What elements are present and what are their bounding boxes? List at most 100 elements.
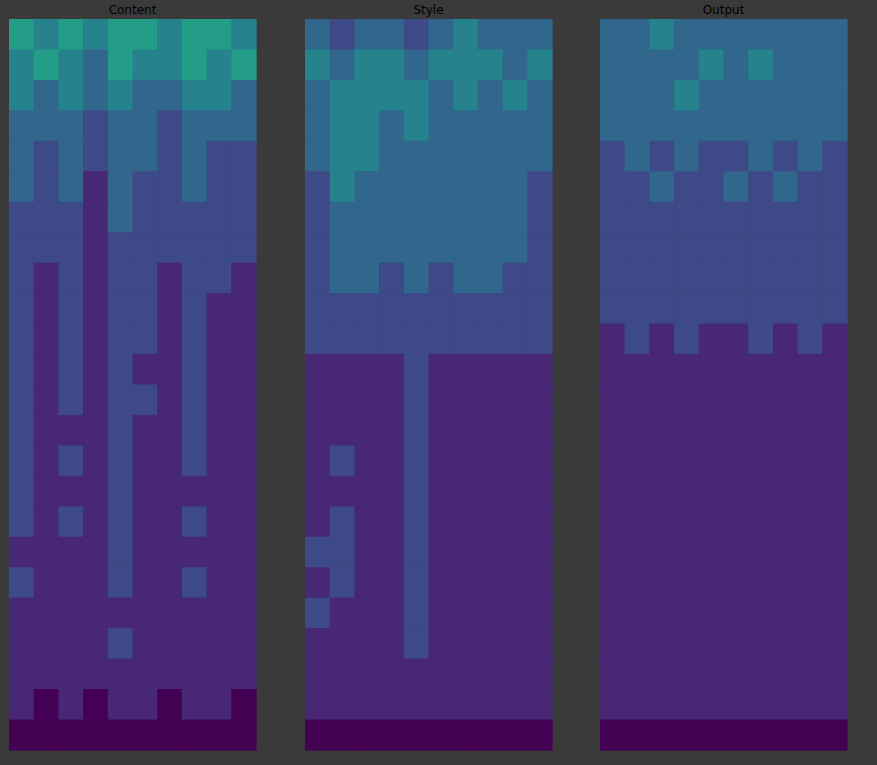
heatmap-cell xyxy=(379,385,404,416)
heatmap-cell xyxy=(429,293,454,324)
heatmap-cell xyxy=(453,598,478,629)
heatmap-cell xyxy=(453,202,478,233)
heatmap-cell xyxy=(429,141,454,172)
heatmap-cell xyxy=(649,689,674,720)
heatmap-cell xyxy=(34,415,59,446)
heatmap-cell xyxy=(649,49,674,80)
heatmap-cell xyxy=(108,324,133,355)
heatmap-cell xyxy=(625,385,650,416)
heatmap-cell xyxy=(34,354,59,385)
heatmap-cell xyxy=(9,141,34,172)
heatmap-cell xyxy=(379,689,404,720)
heatmap-cell xyxy=(58,537,83,568)
heatmap-cell xyxy=(404,324,429,355)
heatmap-cell xyxy=(798,659,823,690)
heatmap-cell xyxy=(157,19,182,50)
heatmap-cell xyxy=(625,141,650,172)
heatmap-cell xyxy=(699,659,724,690)
heatmap-cell xyxy=(429,415,454,446)
heatmap-cell xyxy=(354,659,379,690)
heatmap-cell xyxy=(133,110,158,141)
heatmap-cell xyxy=(34,49,59,80)
heatmap-cell xyxy=(157,659,182,690)
heatmap-cell xyxy=(404,49,429,80)
heatmap-cell xyxy=(330,202,355,233)
heatmap-cell xyxy=(133,232,158,263)
heatmap-cell xyxy=(699,506,724,537)
heatmap-cell xyxy=(108,80,133,111)
heatmap-cell xyxy=(724,720,749,751)
heatmap-cell xyxy=(699,110,724,141)
heatmap-cell xyxy=(625,19,650,50)
heatmap-cell xyxy=(231,385,256,416)
heatmap-cell xyxy=(58,628,83,659)
heatmap-cell xyxy=(773,324,798,355)
heatmap-cell xyxy=(157,720,182,751)
heatmap-cell xyxy=(305,537,330,568)
heatmap-cell xyxy=(9,49,34,80)
heatmap-cell xyxy=(58,385,83,416)
heatmap-cell xyxy=(133,659,158,690)
heatmap-cell xyxy=(330,720,355,751)
heatmap-cell xyxy=(305,324,330,355)
heatmap-cell xyxy=(600,263,625,294)
heatmap-cell xyxy=(798,49,823,80)
heatmap-cell xyxy=(157,202,182,233)
heatmap-cell xyxy=(478,324,503,355)
heatmap-cell xyxy=(822,80,847,111)
heatmap-cell xyxy=(83,232,108,263)
heatmap-cell xyxy=(724,354,749,385)
heatmap-cell xyxy=(207,80,232,111)
heatmap-cell xyxy=(699,141,724,172)
heatmap-cell xyxy=(182,628,207,659)
heatmap-cell xyxy=(822,141,847,172)
heatmap-cell xyxy=(108,110,133,141)
heatmap-cell xyxy=(58,476,83,507)
heatmap-cell xyxy=(305,720,330,751)
heatmap-cell xyxy=(404,80,429,111)
heatmap-cell xyxy=(600,385,625,416)
heatmap-cell xyxy=(182,567,207,598)
heatmap-cell xyxy=(527,110,552,141)
heatmap-cell xyxy=(625,720,650,751)
heatmap-cell xyxy=(503,445,528,476)
heatmap-cell xyxy=(748,80,773,111)
heatmap-cell xyxy=(9,385,34,416)
heatmap-cell xyxy=(600,445,625,476)
heatmap-cell xyxy=(478,415,503,446)
heatmap-cell xyxy=(699,80,724,111)
heatmap-cell xyxy=(404,141,429,172)
heatmap-cell xyxy=(108,293,133,324)
panel-title: Style xyxy=(413,3,443,17)
heatmap-cell xyxy=(453,263,478,294)
heatmap-cell xyxy=(157,628,182,659)
heatmap-cell xyxy=(649,202,674,233)
heatmap-cell xyxy=(798,445,823,476)
heatmap-cell xyxy=(822,659,847,690)
heatmap-cell xyxy=(748,141,773,172)
heatmap-cell xyxy=(699,537,724,568)
heatmap-cell xyxy=(157,80,182,111)
heatmap-cell xyxy=(478,385,503,416)
heatmap-cell xyxy=(34,19,59,50)
heatmap-cell xyxy=(600,415,625,446)
heatmap-cell xyxy=(822,171,847,202)
heatmap-cell xyxy=(83,49,108,80)
heatmap-cell xyxy=(724,506,749,537)
heatmap-cell xyxy=(748,293,773,324)
heatmap-cell xyxy=(773,202,798,233)
heatmap-cell xyxy=(798,141,823,172)
heatmap-cell xyxy=(699,385,724,416)
heatmap-cell xyxy=(478,567,503,598)
heatmap-cell xyxy=(699,689,724,720)
heatmap-cell xyxy=(822,567,847,598)
heatmap-cell xyxy=(724,689,749,720)
heatmap-cell xyxy=(527,506,552,537)
heatmap-cell xyxy=(305,445,330,476)
heatmap-cell xyxy=(503,80,528,111)
heatmap-cell xyxy=(478,628,503,659)
heatmap-cell xyxy=(58,689,83,720)
heatmap-cell xyxy=(58,19,83,50)
heatmap-cell xyxy=(724,445,749,476)
heatmap-cell xyxy=(83,415,108,446)
